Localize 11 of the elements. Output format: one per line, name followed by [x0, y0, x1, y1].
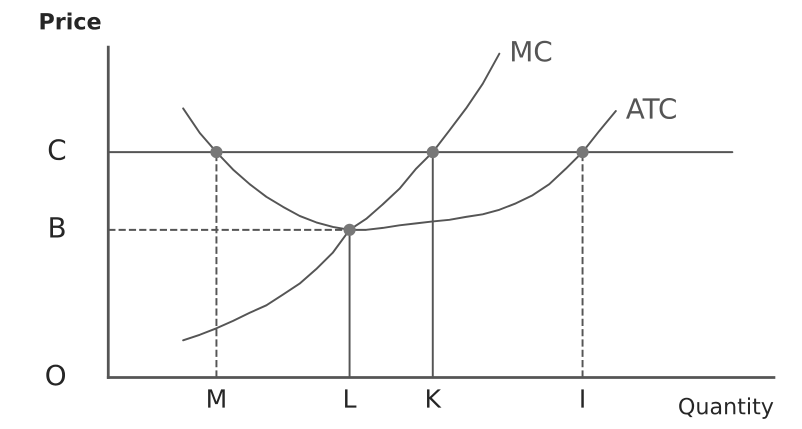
- series-label: MC: [512, 40, 552, 62]
- x-axis-title: Quantity: [679, 397, 774, 419]
- x-tick-label: K: [427, 389, 442, 408]
- ref-line-label: C: [48, 139, 66, 160]
- x-tick-label: I: [581, 389, 584, 408]
- text: O: [46, 364, 66, 386]
- x-tick-label: L: [345, 389, 356, 408]
- series-label: ATC: [626, 98, 676, 120]
- ref-line-label: B: [50, 217, 65, 238]
- y-axis-title: Price: [40, 12, 101, 30]
- x-tick-label: M: [208, 389, 225, 408]
